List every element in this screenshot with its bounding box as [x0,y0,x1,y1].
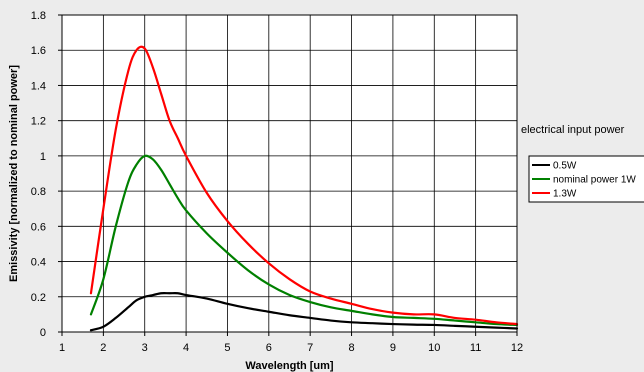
x-tick-label: 12 [511,342,523,354]
x-tick-label: 7 [307,342,313,354]
grid [62,15,517,332]
x-tick-label: 10 [428,342,440,354]
y-tick-label: 0.4 [31,257,46,269]
x-tick-label: 3 [142,342,148,354]
series-line-0 [89,292,519,332]
x-tick-label: 11 [470,342,481,354]
x-tick-label: 4 [183,342,189,354]
y-tick-label: 0.6 [31,221,46,233]
y-tick-label: 1.2 [31,116,46,128]
legend-title: electrical input power [521,124,625,136]
series-line-1 [89,154,519,327]
y-tick-label: 0.2 [31,292,46,304]
legend-label-0: 0.5W [553,161,577,172]
x-tick-labels: 1 2 3 4 5 6 7 8 9 10 11 12 [59,332,523,354]
y-tick-label: 0 [40,327,46,339]
legend-label-1: nominal power 1W [553,175,636,186]
y-tick-label: 1.8 [31,10,46,22]
x-tick-label: 9 [390,342,396,354]
y-tick-label: 1.6 [31,45,46,57]
y-tick-label: 0.8 [31,186,46,198]
y-tick-label: 1.4 [31,80,46,92]
x-tick-label: 5 [224,342,230,354]
y-tick-label: 1 [40,151,46,163]
y-tick-labels: 0 0.2 0.4 0.6 0.8 1 1.2 1.4 1.6 1.8 [31,10,62,339]
legend: 0.5W nominal power 1W 1.3W [528,155,644,203]
legend-label-2: 1.3W [553,189,577,200]
series-line-2 [89,45,519,326]
x-tick-label: 8 [348,342,354,354]
x-axis-title: Wavelength [um] [245,360,334,372]
x-tick-label: 2 [100,342,106,354]
x-tick-label: 6 [266,342,272,354]
x-tick-label: 1 [59,342,65,354]
y-axis-title: Emissivity [normalized to nominal power] [8,65,20,282]
plot-border [61,14,518,333]
series-group [89,45,519,332]
